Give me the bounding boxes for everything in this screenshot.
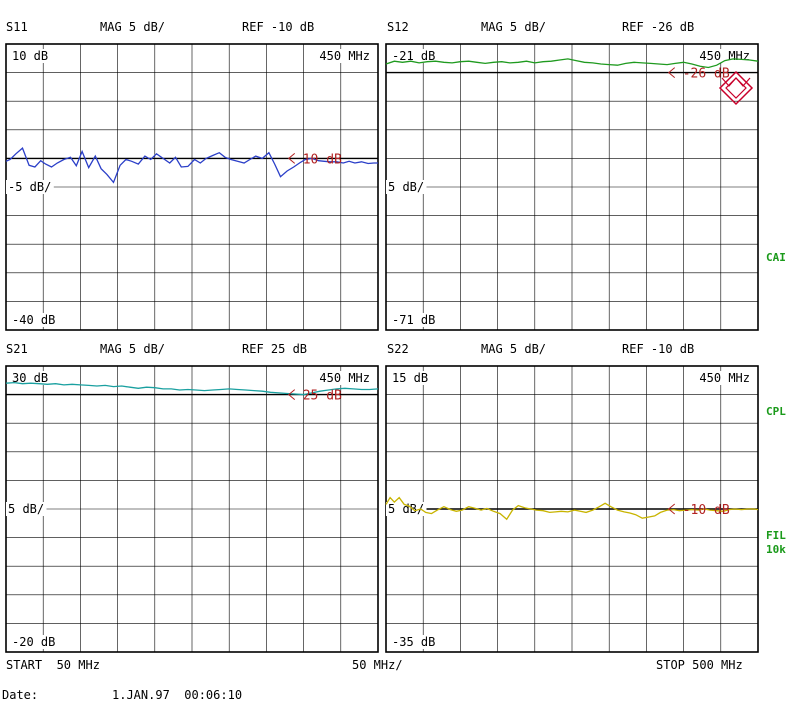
s21-ref-marker-label: 25 dB [303,389,342,404]
date-value: 1.JAN.97 00:06:10 [112,688,242,702]
s12-trace-line [385,58,759,69]
s11-top-scale-label: 10 dB [12,49,48,63]
s22-marker-frequency-label-bg [696,371,752,385]
s21-marker-frequency-label: 450 MHz [319,371,370,385]
s12-ref-label: REF -26 dB [622,20,694,34]
s11-bottom-scale-label-bg [10,313,58,327]
rohde-schwarz-logo-icon [718,70,754,106]
s21-ref-marker-arrow [287,389,296,400]
s22-param-label: S22 [387,342,409,356]
s12-ref-marker-arrow [667,67,676,78]
s21-bottom-scale-label: -20 dB [12,635,55,649]
s22-ref-marker-label: -10 dB [683,503,730,518]
s22-trace-line [385,496,759,521]
s21-marker-frequency-label-bg [316,371,372,385]
s22-mid-scale-label-bg [386,502,427,516]
s22-top-scale-label-bg [390,371,431,385]
s11-format-label: MAG 5 dB/ [100,20,165,34]
date-label: Date: [2,688,38,702]
s22-ref-marker-arrow [667,503,676,515]
start-frequency-label: START 50 MHz [6,658,100,672]
stop-frequency-label: STOP 500 MHz [656,658,743,672]
s22-top-scale-label: 15 dB [392,371,428,385]
s11-ref-label: REF -10 dB [242,20,314,34]
s11-bottom-scale-label: -40 dB [12,313,55,327]
s21-trace-line [5,381,379,396]
s11-ref-marker-label: 10 dB [303,152,342,167]
s21-ref-label: REF 25 dB [242,342,307,356]
s12-param-label: S12 [387,20,409,34]
s11-mid-scale-label-bg [6,180,54,194]
s11-param-label: S11 [6,20,28,34]
s21-format-label: MAG 5 dB/ [100,342,165,356]
s11-trace-line [5,147,378,184]
side-label-10k: 10k [766,543,786,556]
s21-top-scale-label: 30 dB [12,371,48,385]
s22-bottom-scale-label-bg [390,635,438,649]
s22-bottom-scale-label: -35 dB [392,635,435,649]
s12-bottom-scale-label-bg [390,313,438,327]
s21-panel: S21 MAG 5 dB/REF 25 dB 30 dB 450 MHz 5 dB/ -2… [5,342,379,653]
s21-bottom-scale-label-bg [10,635,58,649]
side-label-cpl: CPL [766,405,786,418]
s21-top-scale-label-bg [10,371,51,385]
s22-marker-frequency-label: 450 MHz [699,371,750,385]
s22-mid-scale-label: 5 dB/ [388,502,424,516]
s21-mid-scale-label: 5 dB/ [8,502,44,516]
s11-marker-frequency-label-bg [316,49,372,63]
s11-ref-marker-arrow [287,153,296,164]
s22-ref-label: REF -10 dB [622,342,694,356]
s11-marker-frequency-label: 450 MHz [319,49,370,63]
s12-mid-scale-label-bg [386,180,427,194]
s12-ref-marker-label: -26 dB [683,67,730,82]
s22-panel: S22 MAG 5 dB/REF -10 dB 15 dB 450 MHz 5 dB/ -… [385,342,759,653]
s11-top-scale-label-bg [10,49,51,63]
frequency-per-div-label: 50 MHz/ [352,658,403,672]
s12-mid-scale-label: 5 dB/ [388,180,424,194]
s12-top-scale-label: -21 dB [392,49,435,63]
s11-panel: S11 MAG 5 dB/REF -10 dB 10 dB 450 MHz -5 dB/… [5,20,379,331]
s21-mid-scale-label-bg [6,502,47,516]
s21-param-label: S21 [6,342,28,356]
s11-mid-scale-label: -5 dB/ [8,180,51,194]
side-label-fil: FIL [766,529,786,542]
s22-format-label: MAG 5 dB/ [481,342,546,356]
side-label-cai: CAI [766,251,786,264]
s12-format-label: MAG 5 dB/ [481,20,546,34]
s12-bottom-scale-label: -71 dB [392,313,435,327]
s12-top-scale-label-bg [390,49,438,63]
